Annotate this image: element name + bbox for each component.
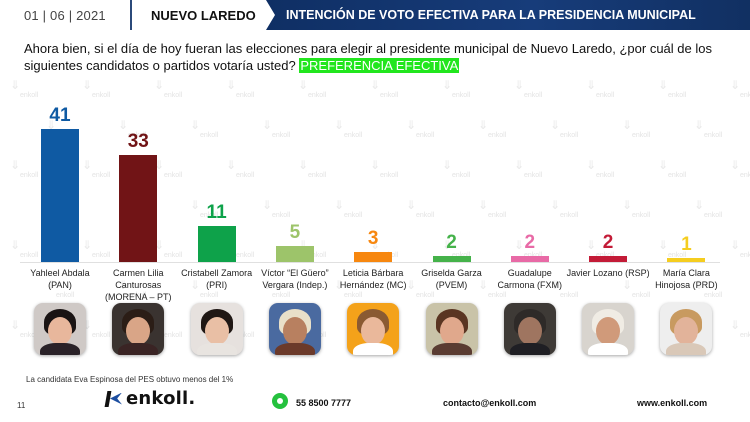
- bar: [589, 255, 628, 262]
- bar-value-label: 2: [602, 231, 614, 253]
- candidate-photo: [582, 303, 635, 355]
- bar-group: 11: [197, 196, 236, 262]
- website-link[interactable]: www.enkoll.com: [637, 398, 708, 408]
- bar: [119, 154, 158, 262]
- bar-group: 2: [510, 226, 549, 262]
- bar: [667, 258, 706, 262]
- chart-baseline: [20, 262, 720, 263]
- candidate-photo: [660, 303, 713, 355]
- bar: [510, 255, 549, 262]
- candidate-label-line: Hernández (MC): [339, 280, 407, 290]
- title-banner: INTENCIÓN DE VOTO EFECTIVA PARA LA PRESI…: [266, 0, 750, 30]
- bar-value-label: 2: [524, 231, 536, 253]
- candidate-label-line: Carmen Lilia: [113, 268, 164, 278]
- candidate-label-line: Cristabell Zamora: [181, 268, 253, 278]
- bar-group: 5: [275, 216, 314, 262]
- candidate-label: María Clara Hinojosa (PRD): [641, 267, 731, 291]
- bar-value-label: 33: [127, 130, 149, 152]
- survey-question: Ahora bien, si el día de hoy fueran las …: [24, 40, 734, 74]
- watermark-logo: enkoll: [740, 158, 750, 179]
- candidate-label: Cristabell Zamora (PRI): [172, 267, 262, 291]
- candidate-label-line: Canturosas: [115, 280, 162, 290]
- candidate-label-line: Vergara (Indep.): [262, 280, 328, 290]
- candidate-photo: [112, 303, 165, 355]
- bar-group: 41: [41, 99, 79, 262]
- candidate-label: Javier Lozano (RSP): [563, 267, 653, 279]
- candidate-photo: [347, 303, 400, 355]
- candidate-label: Leticia Bárbara Hernández (MC): [328, 267, 418, 291]
- bar-group: 3: [354, 222, 393, 262]
- candidate-label: Guadalupe Carmona (FXM): [485, 267, 575, 291]
- header: 01 | 06 | 2021 NUEVO LAREDO INTENCIÓN DE…: [0, 0, 750, 30]
- candidate-photo: [503, 303, 556, 355]
- bar: [354, 252, 393, 262]
- candidate-photo: [190, 303, 243, 355]
- candidate-label-line: (PRI): [206, 280, 228, 290]
- candidate-photo: [268, 303, 321, 355]
- bar: [197, 226, 236, 262]
- candidate-label-line: Yahleel Abdala: [30, 268, 90, 278]
- phone-number: 55 8500 7777: [296, 398, 352, 408]
- footnote: La candidata Eva Espinosa del PES obtuvo…: [26, 375, 234, 384]
- bar-group: 33: [119, 125, 158, 262]
- enkoll-logo-icon: [104, 389, 126, 409]
- candidate-label-line: (PAN): [48, 280, 72, 290]
- bar-value-label: 41: [49, 104, 71, 126]
- candidate-label-line: Griselda Garza: [421, 268, 482, 278]
- date-label: 01 | 06 | 2021: [24, 8, 106, 23]
- bar-value-label: 1: [681, 234, 692, 255]
- bar-value-label: 5: [289, 221, 301, 243]
- city-label: NUEVO LAREDO: [151, 8, 256, 23]
- bar-group: 2: [432, 226, 471, 262]
- bar-value-label: 3: [367, 228, 379, 250]
- enkoll-logo: enkoll.: [104, 388, 195, 409]
- bar: [41, 128, 79, 262]
- logo-text: enkoll.: [126, 388, 196, 409]
- bar-group: 2: [589, 226, 628, 262]
- candidate-label-line: Carmona (FXM): [497, 280, 563, 290]
- page-number: 11: [17, 401, 26, 410]
- page-title: INTENCIÓN DE VOTO EFECTIVA PARA LA PRESI…: [286, 8, 696, 22]
- preference-badge: PREFERENCIA EFECTIVA: [299, 58, 460, 73]
- candidate-photo: [34, 303, 86, 355]
- candidate-label: Carmen Lilia Canturosas (MORENA – PT): [93, 267, 183, 303]
- candidate-label-line: (MORENA – PT): [105, 292, 172, 302]
- candidate-label-line: Leticia Bárbara: [342, 268, 404, 278]
- bar: [275, 245, 314, 262]
- candidate-label: Yahleel Abdala (PAN): [15, 267, 105, 291]
- candidate-label-line: María Clara: [662, 268, 710, 278]
- whatsapp-icon: [272, 393, 288, 409]
- candidate-label-line: Guadalupe: [507, 268, 552, 278]
- contact-email[interactable]: contacto@enkoll.com: [443, 398, 537, 408]
- candidate-label-line: Javier Lozano (RSP): [566, 268, 650, 278]
- candidate-label-line: Hinojosa (PRD): [655, 280, 718, 290]
- candidate-photos: [20, 303, 730, 359]
- watermark-logo: enkoll: [740, 78, 750, 99]
- candidate-label: Víctor “El Güero” Vergara (Indep.): [250, 267, 340, 291]
- bar-value-label: 2: [446, 231, 457, 253]
- question-text: Ahora bien, si el día de hoy fueran las …: [24, 41, 712, 73]
- watermark-logo: enkoll: [740, 318, 750, 339]
- candidate-label-line: Víctor “El Güero”: [261, 268, 329, 278]
- candidate-photo: [425, 303, 478, 355]
- bar: [432, 255, 471, 262]
- bar-value-label: 11: [206, 202, 227, 224]
- bar-group: 1: [667, 228, 706, 262]
- candidate-labels: Yahleel Abdala (PAN) Carmen Lilia Canturosa…: [20, 267, 730, 307]
- bar-chart: 41 33 11 5 3 2 2 2 1: [20, 95, 730, 263]
- header-divider: [130, 0, 132, 30]
- candidate-label: Griselda Garza (PVEM): [407, 267, 497, 291]
- candidate-label-line: (PVEM): [435, 280, 468, 290]
- watermark-logo: enkoll: [740, 238, 750, 259]
